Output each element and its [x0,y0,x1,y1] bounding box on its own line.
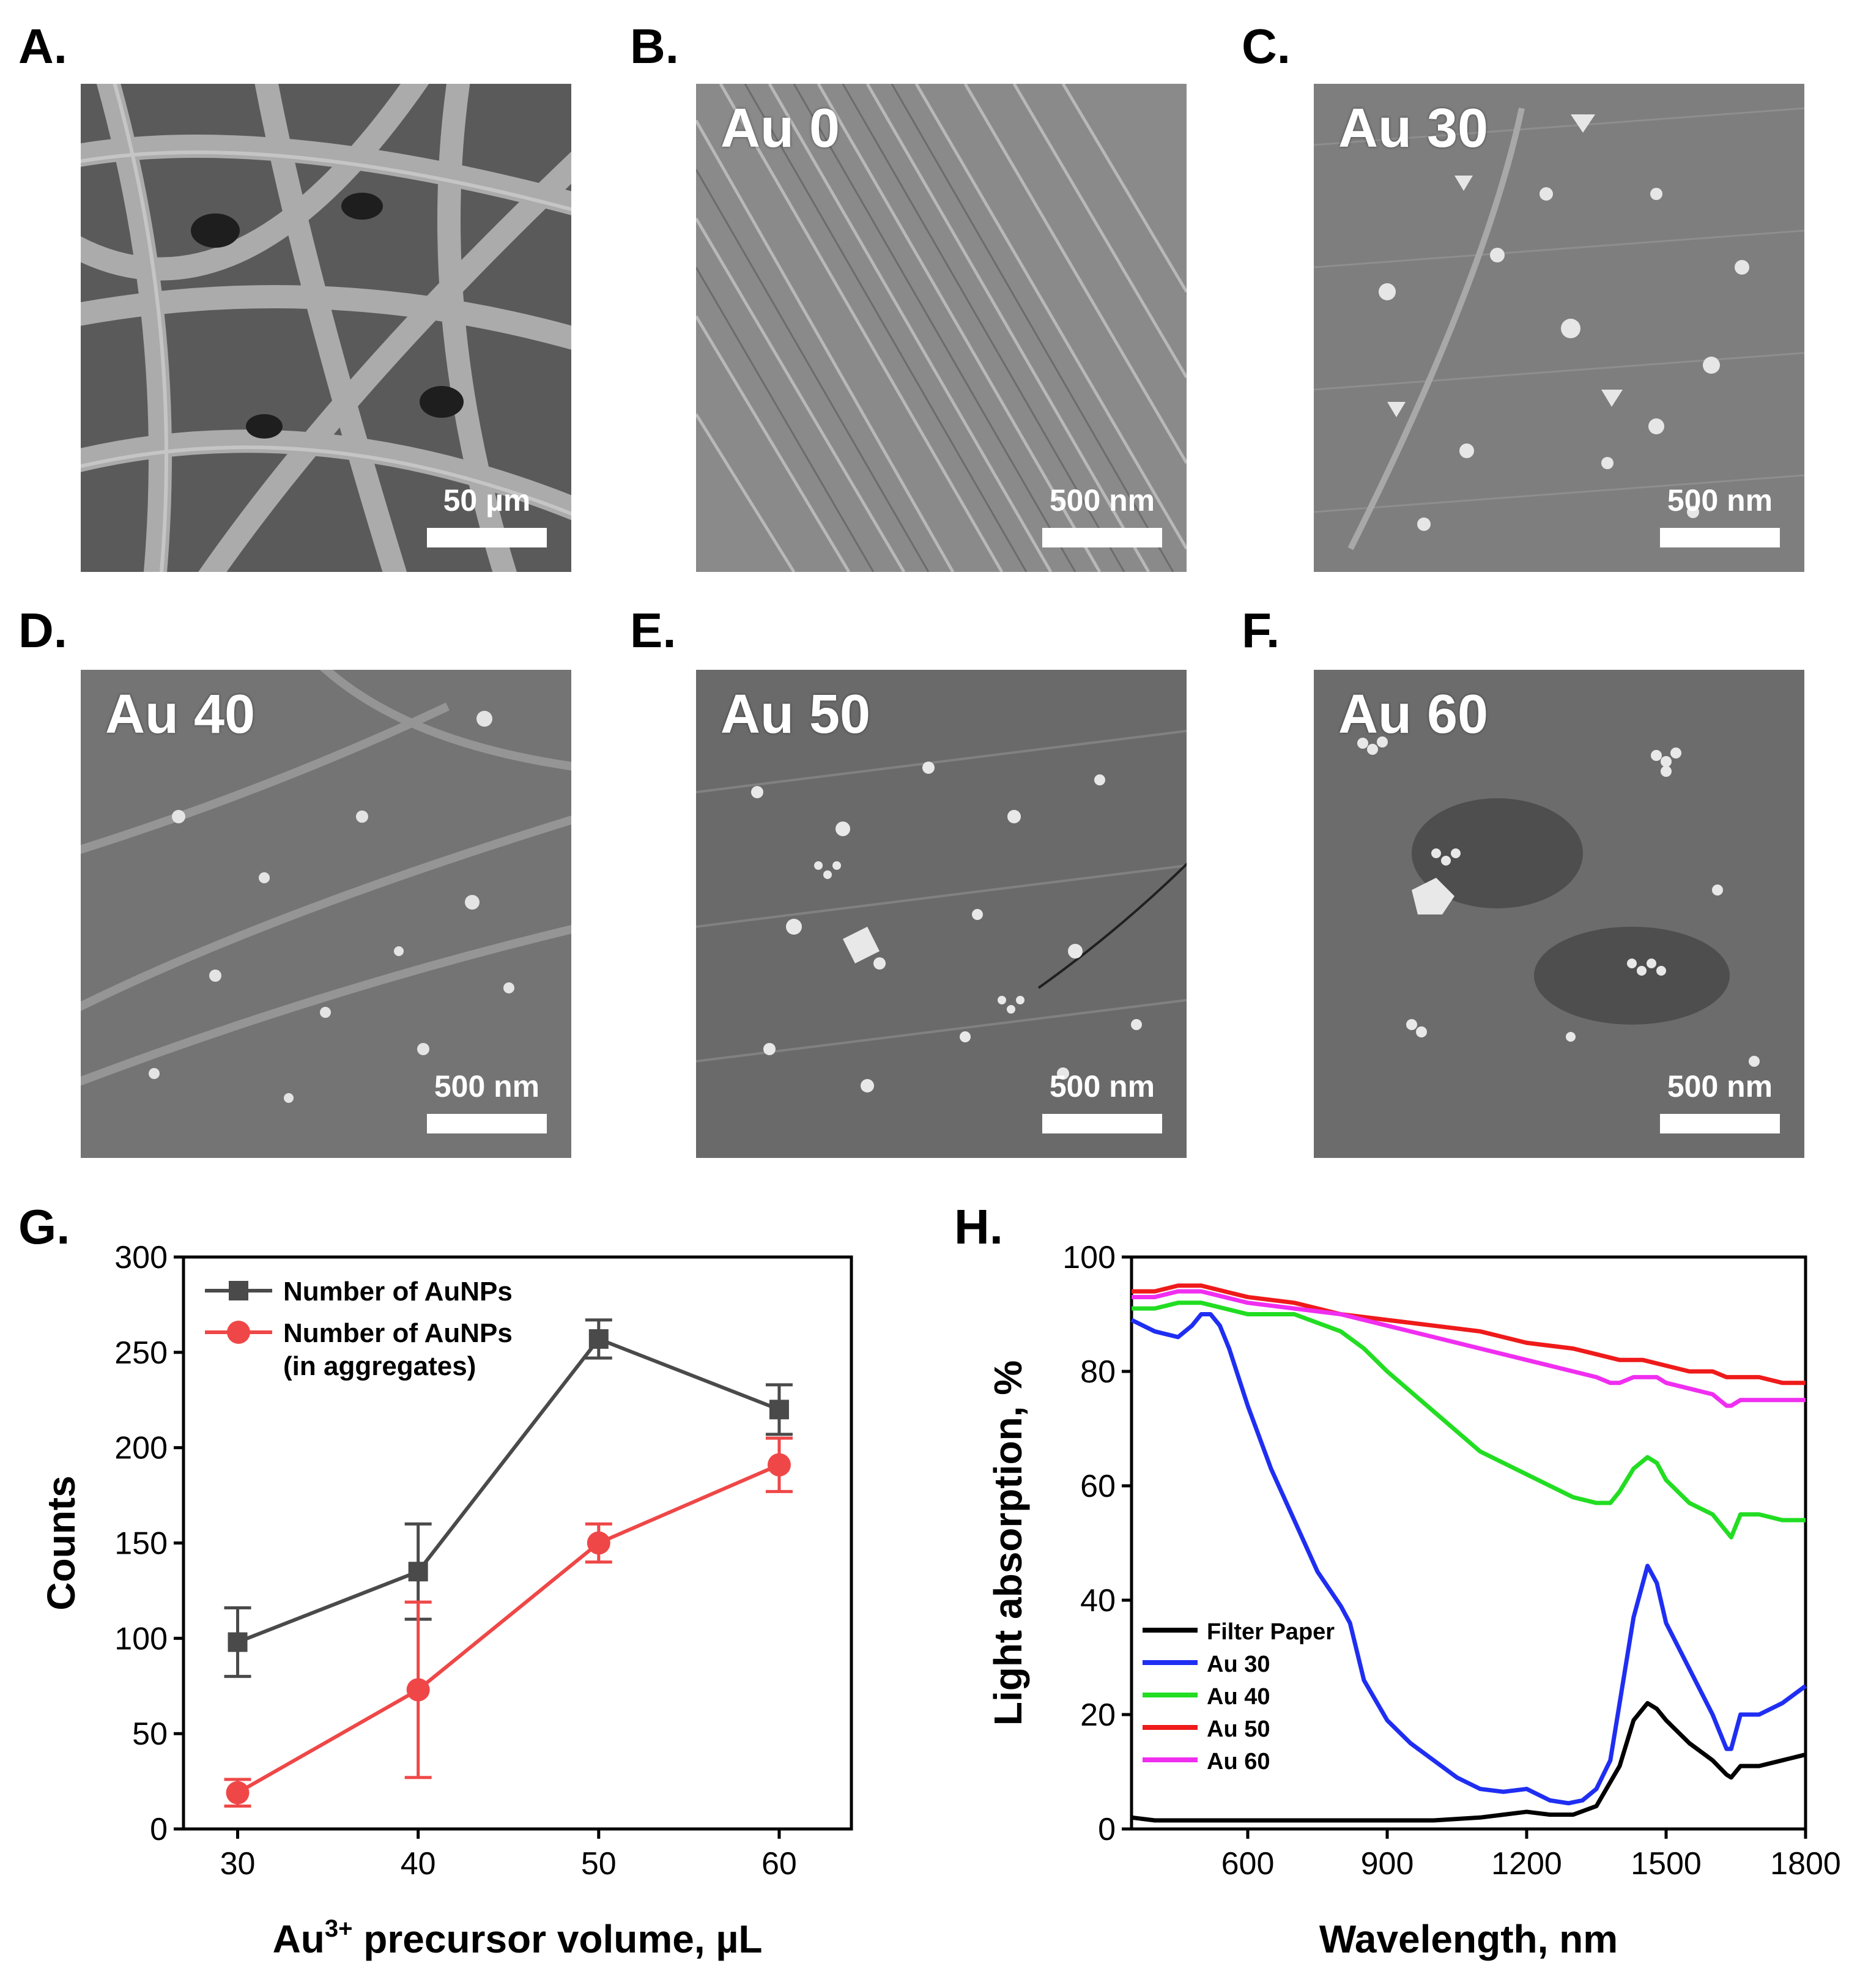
scale-bar [1042,528,1162,547]
series-line [1131,1701,1806,1823]
particle-texture [81,670,571,1158]
y-tick-label: 0 [1098,1812,1116,1847]
y-tick-label: 50 [132,1716,168,1752]
data-point [587,1531,610,1555]
data-point [226,1781,250,1804]
series-line [1130,1312,1807,1806]
x-tick-label: 30 [220,1846,256,1882]
scale-bar-label: 500 nm [434,1069,540,1103]
panel-letter-g: G. [18,1200,70,1254]
y-tick-label: 80 [1080,1354,1116,1390]
panel-letter-e: E. [630,603,676,658]
y-tick-label: 40 [1080,1583,1116,1619]
data-point [767,1453,791,1477]
chart-g: 0 50 100 150 200 250 300 30 40 50 60 Number of AuNP… [39,1240,853,1961]
y-tick-label: 250 [114,1335,168,1371]
data-point [769,1400,789,1420]
panel-letter-f: F. [1242,603,1280,658]
sample-label: Au 0 [721,98,840,159]
sem-image-d: Au 40 500 nm [81,670,571,1158]
sem-image-e: Au 50 500 nm [696,670,1187,1158]
legend-marker [229,1281,248,1300]
x-axis-label-superscript: 3+ [325,1915,353,1942]
scale-bar-label: 500 nm [1049,483,1155,517]
panel-letter-a: A. [18,19,67,73]
scale-bar [1660,1114,1780,1133]
y-tick-label: 100 [114,1621,168,1656]
scale-bar [427,528,547,547]
particle-texture [1314,670,1804,1158]
particle-texture [696,670,1187,1158]
scale-bar-label: 50 µm [443,483,531,517]
series-line [237,1337,780,1644]
fiber-texture [81,84,571,572]
y-tick-label: 300 [114,1240,168,1275]
sample-label: Au 40 [105,684,256,745]
x-tick-label: 60 [761,1846,797,1882]
data-point [588,1329,609,1349]
sample-label: Au 60 [1338,684,1489,745]
legend-label: Au 60 [1207,1749,1270,1775]
scale-bar [1042,1114,1162,1133]
panel-letter-c: C. [1242,19,1291,73]
chart-h: 0 20 40 60 80 100 600 900 1200 1500 1800 Filter Pap… [986,1240,1841,1961]
sample-label: Au 30 [1338,98,1489,159]
x-tick-label: 50 [581,1846,617,1882]
plot-frame [1130,1255,1807,1831]
sem-image-f: Au 60 500 nm [1314,670,1804,1158]
legend-label: Number of AuNPs [283,1277,513,1307]
panel-letter-h: H. [954,1200,1003,1254]
panel-letter-d: D. [18,603,67,658]
y-tick-label: 0 [150,1812,168,1847]
x-axis-label: Au3+ precursor volume, µL [273,1915,763,1961]
panel-letter-b: B. [630,19,679,73]
legend-label: Au 40 [1207,1684,1270,1710]
x-axis-label-rest: precursor volume, µL [352,1917,762,1961]
scale-bar-label: 500 nm [1049,1069,1155,1103]
legend-marker [227,1321,250,1344]
sem-image-c: Au 30 500 nm [1314,84,1804,572]
data-point [228,1632,248,1652]
legend-label: (in aggregates) [283,1351,476,1381]
series-line [1132,1289,1806,1408]
x-tick-label: 40 [401,1846,436,1882]
scale-bar-label: 500 nm [1667,483,1773,517]
sem-image-b: Au 0 500 nm [696,84,1187,572]
series-line [237,1463,780,1795]
scale-bar-label: 500 nm [1667,1069,1773,1103]
x-tick-label: 1800 [1770,1846,1841,1882]
data-point [406,1678,430,1702]
data-point [408,1562,428,1582]
x-axis-label-base: Au [273,1917,325,1961]
legend-label: Au 30 [1207,1652,1270,1677]
scale-bar [427,1114,547,1133]
y-tick-label: 60 [1080,1469,1116,1504]
series-line [1132,1300,1806,1540]
y-axis-label: Counts [39,1475,83,1610]
x-tick-label: 600 [1221,1846,1275,1882]
fibril-texture [696,84,1187,572]
sample-label: Au 50 [721,684,871,745]
y-tick-label: 100 [1062,1240,1116,1275]
x-tick-label: 1500 [1631,1846,1702,1882]
x-tick-label: 900 [1361,1846,1414,1882]
y-tick-label: 150 [114,1526,168,1562]
x-tick-label: 1200 [1491,1846,1562,1882]
particle-texture [1314,84,1804,572]
x-axis-label: Wavelength, nm [1319,1917,1618,1961]
y-axis-label: Light absorption, % [986,1360,1030,1726]
y-tick-label: 200 [114,1431,168,1466]
series-line [1132,1283,1806,1385]
scale-bar [1660,528,1780,547]
y-tick-label: 20 [1080,1697,1116,1733]
legend-label: Au 50 [1207,1716,1270,1742]
legend-label: Filter Paper [1207,1619,1335,1645]
sem-image-a: 50 µm [81,84,571,572]
legend-label: Number of AuNPs [283,1318,513,1348]
